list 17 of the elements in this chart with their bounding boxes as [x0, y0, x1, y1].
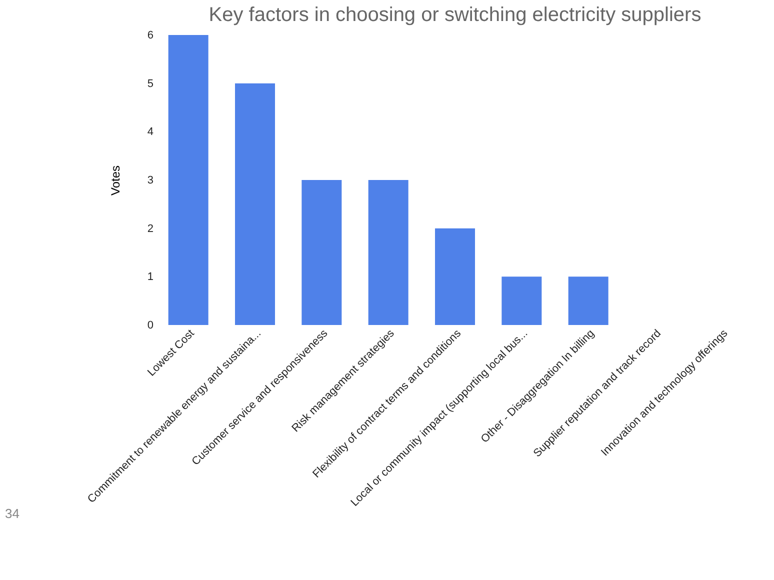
bar — [502, 276, 542, 325]
y-tick-label: 0 — [147, 320, 154, 332]
bar — [302, 180, 342, 325]
y-tick-label: 2 — [147, 222, 154, 235]
y-tick-label: 3 — [147, 174, 154, 186]
bar — [435, 228, 475, 325]
y-tick-label: 5 — [147, 78, 154, 90]
y-tick-label: 1 — [147, 271, 154, 284]
bar — [568, 276, 608, 325]
text: 34 — [5, 506, 20, 521]
bar — [235, 83, 275, 325]
y-tick-label: 6 — [147, 30, 154, 42]
y-tick-label: 4 — [147, 126, 154, 138]
chart-title: Key factors in choosing or switching electricity suppliers — [208, 4, 702, 26]
bar — [168, 35, 208, 325]
y-axis-title: Votes — [108, 165, 122, 196]
bar — [368, 180, 408, 325]
